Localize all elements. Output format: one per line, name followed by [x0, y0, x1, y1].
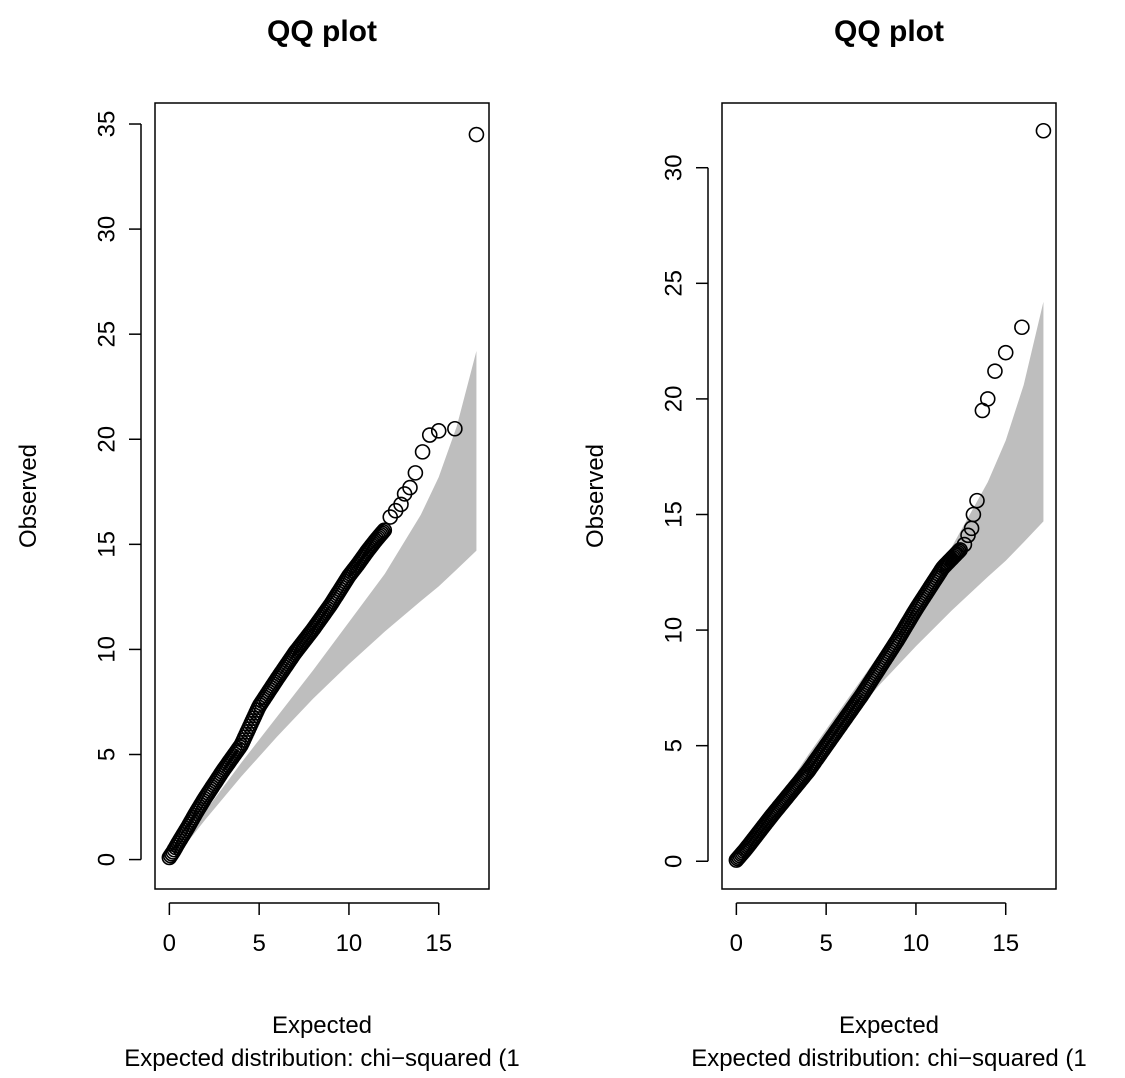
x-tick-label: 0	[730, 930, 743, 957]
y-tick-label: 10	[661, 617, 688, 644]
y-tick-label: 20	[94, 426, 121, 453]
confidence-band-group	[181, 350, 477, 850]
data-point	[430, 423, 447, 439]
data-point	[979, 391, 996, 407]
y-tick-label: 25	[94, 321, 121, 348]
data-point	[1014, 319, 1030, 336]
data-point	[421, 427, 438, 443]
y-tick-label: 25	[661, 270, 688, 297]
x-axis: 0 5 10 15	[730, 902, 1019, 957]
points-group	[956, 122, 1052, 553]
dense-curve-group	[728, 542, 968, 868]
data-point	[402, 479, 418, 496]
y-axis: 0 5 10 15 20 25 30 35	[94, 111, 142, 866]
points-group	[382, 126, 485, 525]
data-point	[414, 444, 431, 460]
x-tick-label: 15	[425, 930, 452, 957]
data-point	[1035, 122, 1052, 139]
data-point	[952, 542, 968, 558]
y-axis-title: Observed	[15, 444, 42, 548]
y-tick-label: 20	[661, 386, 688, 413]
data-point	[969, 492, 985, 509]
data-point	[376, 522, 393, 539]
y-tick-label: 10	[94, 636, 121, 663]
x-tick-label: 5	[252, 930, 265, 957]
y-tick-label: 5	[94, 748, 121, 761]
x-axis-title: Expected	[272, 1012, 372, 1039]
chart-subtitle: Expected distribution: chi−squared (1	[691, 1045, 1087, 1072]
x-tick-label: 15	[992, 930, 1019, 957]
y-tick-label: 35	[94, 111, 121, 138]
y-axis: 0 5 10 15 20 25 30	[661, 154, 709, 868]
data-point	[997, 344, 1014, 361]
y-tick-label: 30	[94, 216, 121, 243]
data-point	[372, 526, 389, 543]
y-tick-label: 0	[661, 855, 688, 868]
data-point	[987, 363, 1003, 379]
plot-frame	[721, 102, 1057, 890]
chart-subtitle: Expected distribution: chi−squared (1	[124, 1045, 520, 1072]
y-tick-label: 30	[661, 154, 688, 181]
data-point	[373, 525, 390, 542]
x-tick-label: 10	[903, 930, 930, 957]
qq-plot-left: QQ plot 0 5 10 15 0 5 10 15 20 25 30 35 Expected E…	[15, 15, 520, 1072]
data-point	[447, 420, 463, 437]
chart-title: QQ plot	[267, 15, 377, 48]
confidence-band-group	[748, 301, 1044, 850]
x-tick-label: 5	[819, 930, 832, 957]
y-tick-label: 15	[661, 501, 688, 528]
data-point	[948, 545, 965, 562]
chart-title: QQ plot	[834, 15, 944, 48]
x-tick-label: 10	[336, 930, 363, 957]
y-tick-label: 0	[94, 853, 121, 866]
y-axis-title: Observed	[582, 444, 609, 548]
plot-frame	[154, 102, 490, 890]
data-point	[407, 465, 424, 481]
x-axis: 0 5 10 15	[163, 902, 452, 957]
x-axis-title: Expected	[839, 1012, 939, 1039]
data-point	[956, 536, 973, 553]
qq-plot-right: QQ plot 0 5 10 15 0 5 10 15 20 25 30 Expected Exp…	[582, 15, 1087, 1072]
confidence-band	[181, 350, 477, 850]
data-point	[371, 528, 388, 544]
y-tick-label: 15	[94, 531, 121, 558]
confidence-band	[748, 301, 1044, 850]
data-point	[393, 496, 409, 513]
data-point	[375, 523, 391, 540]
data-point	[468, 126, 485, 143]
y-tick-label: 5	[661, 739, 688, 752]
dense-curve-group	[161, 522, 393, 866]
x-tick-label: 0	[163, 930, 176, 957]
data-point	[947, 547, 963, 563]
